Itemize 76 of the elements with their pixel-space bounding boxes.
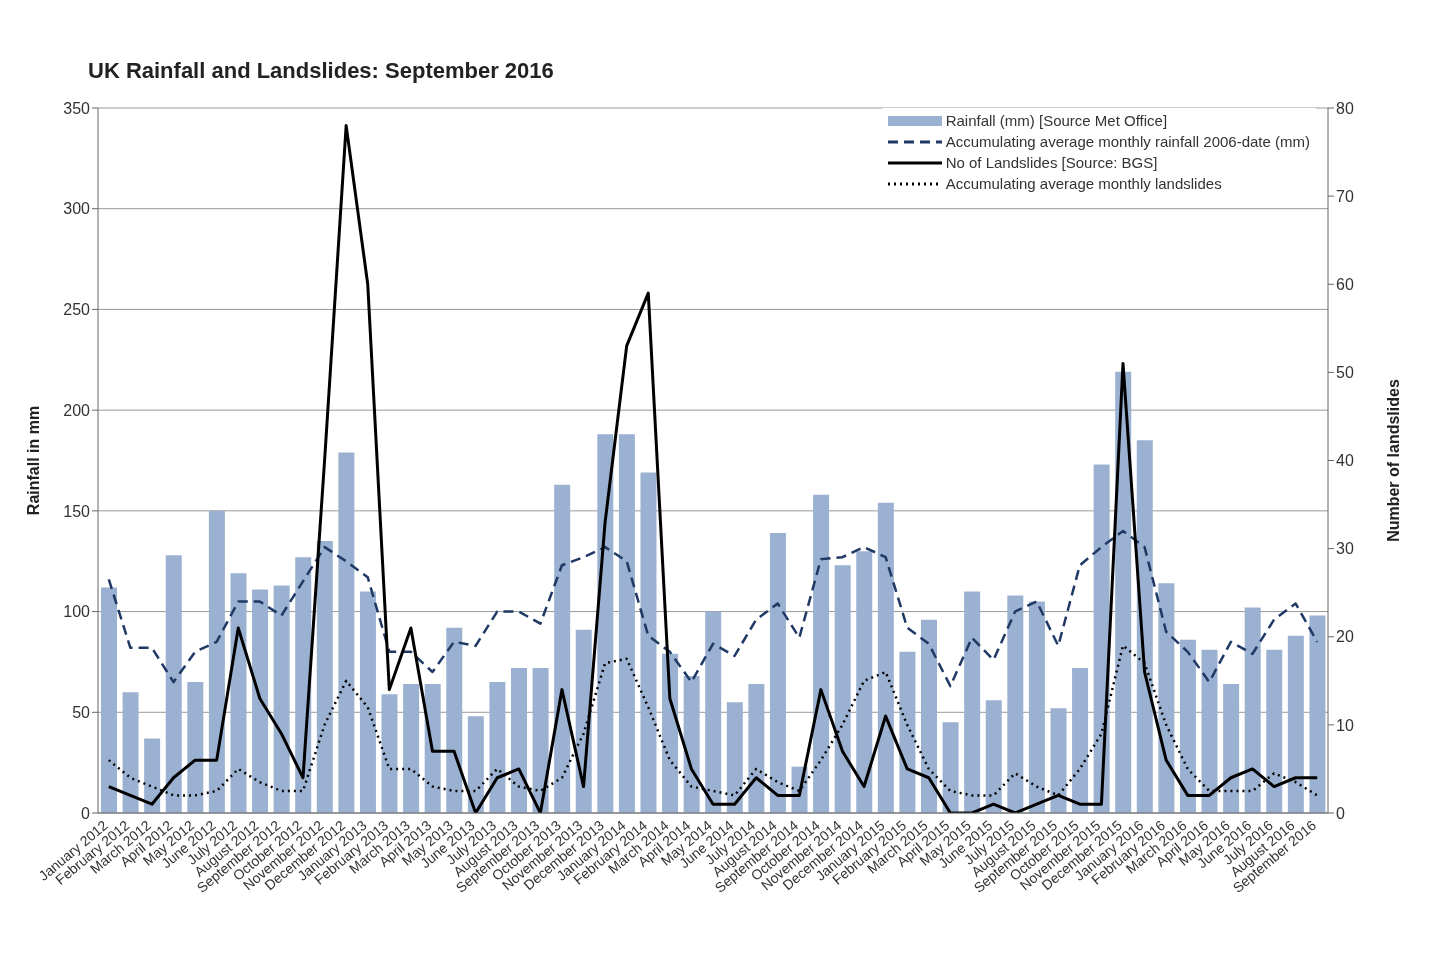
bar bbox=[921, 619, 937, 813]
bar bbox=[489, 682, 506, 813]
y-tick-label: 350 bbox=[63, 99, 91, 117]
bar bbox=[208, 510, 225, 813]
y2-tick-label: 30 bbox=[1336, 540, 1354, 558]
bar bbox=[316, 541, 333, 813]
bar bbox=[813, 494, 830, 813]
bar bbox=[1158, 583, 1175, 813]
bar bbox=[769, 533, 786, 813]
bar bbox=[1223, 684, 1240, 813]
bar bbox=[446, 627, 463, 813]
legend-label: No of Landslides [Source: BGS] bbox=[945, 154, 1158, 171]
bar bbox=[1136, 440, 1153, 813]
y2-tick-label: 70 bbox=[1336, 187, 1354, 205]
bar bbox=[877, 502, 894, 813]
y2-tick-label: 60 bbox=[1336, 275, 1354, 293]
bar bbox=[1179, 639, 1196, 813]
y-tick-label: 300 bbox=[63, 200, 91, 218]
line-series bbox=[107, 529, 1319, 688]
bar bbox=[1287, 635, 1304, 813]
bar bbox=[1244, 607, 1261, 813]
y2-tick-label: 80 bbox=[1336, 99, 1354, 117]
bar bbox=[964, 591, 981, 813]
bar bbox=[985, 700, 1002, 813]
bar bbox=[403, 684, 420, 813]
bar bbox=[705, 611, 722, 813]
bar bbox=[899, 651, 916, 813]
y-tick-label: 200 bbox=[63, 401, 91, 419]
legend-label: Rainfall (mm) [Source Met Office] bbox=[945, 112, 1168, 129]
y2-tick-label: 0 bbox=[1336, 804, 1345, 822]
bar bbox=[1309, 615, 1326, 813]
bar bbox=[511, 667, 527, 813]
y2-axis-title: Number of landslides bbox=[1384, 379, 1402, 542]
y-tick-label: 50 bbox=[72, 703, 91, 721]
bar bbox=[101, 587, 117, 813]
bar bbox=[834, 565, 851, 813]
y-axis-title: Rainfall in mm bbox=[24, 405, 42, 516]
y-tick-label: 100 bbox=[63, 603, 91, 621]
bar bbox=[942, 722, 959, 813]
bar bbox=[640, 472, 657, 813]
y2-tick-label: 20 bbox=[1336, 628, 1354, 646]
y-tick-label: 0 bbox=[81, 804, 91, 822]
bar bbox=[1072, 667, 1089, 813]
bar bbox=[618, 434, 635, 813]
chart-title: UK Rainfall and Landslides: September 2016 bbox=[88, 58, 554, 84]
y2-tick-label: 10 bbox=[1336, 716, 1354, 734]
bar bbox=[597, 434, 614, 813]
bar bbox=[252, 589, 269, 813]
bar bbox=[338, 452, 355, 813]
bar bbox=[683, 676, 700, 813]
bar bbox=[748, 684, 765, 813]
bar bbox=[1028, 601, 1045, 813]
bar bbox=[856, 551, 873, 813]
bar bbox=[359, 591, 376, 813]
bar bbox=[467, 716, 484, 813]
bar bbox=[554, 484, 571, 813]
bar bbox=[144, 738, 161, 813]
bar bbox=[726, 702, 743, 813]
bar bbox=[273, 585, 290, 813]
bar bbox=[381, 694, 398, 813]
y2-tick-label: 40 bbox=[1336, 452, 1354, 470]
y-tick-label: 250 bbox=[63, 301, 91, 319]
y-tick-label: 150 bbox=[63, 502, 91, 520]
bar bbox=[424, 684, 441, 813]
bar bbox=[532, 667, 549, 813]
y2-tick-label: 50 bbox=[1336, 364, 1354, 382]
legend-label: Accumulating average monthly rainfall 2006-date (mm) bbox=[945, 133, 1310, 150]
bar bbox=[1201, 649, 1218, 813]
bar bbox=[122, 692, 139, 813]
bar bbox=[187, 682, 204, 813]
bar bbox=[1007, 595, 1024, 813]
legend-label: Accumulating average monthly landslides bbox=[945, 175, 1222, 192]
bar bbox=[1266, 649, 1283, 813]
bar bbox=[230, 573, 247, 813]
bar bbox=[1050, 708, 1067, 813]
bar bbox=[165, 555, 182, 813]
